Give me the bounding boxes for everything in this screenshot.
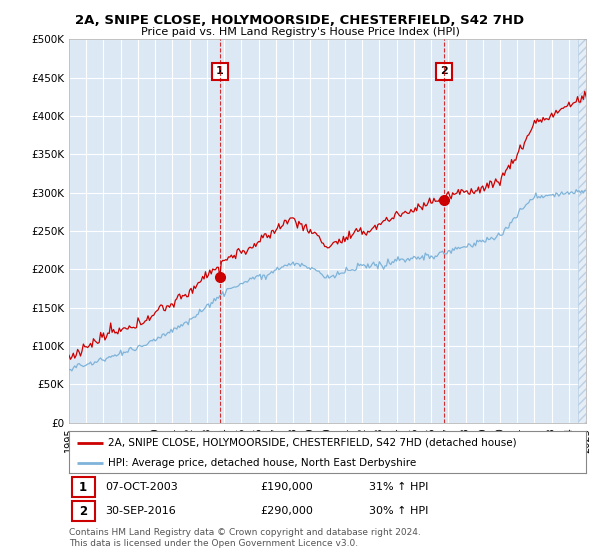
Text: 07-OCT-2003: 07-OCT-2003 xyxy=(105,482,178,492)
Bar xyxy=(71,501,95,521)
Text: 2A, SNIPE CLOSE, HOLYMOORSIDE, CHESTERFIELD, S42 7HD: 2A, SNIPE CLOSE, HOLYMOORSIDE, CHESTERFI… xyxy=(76,14,524,27)
Text: £190,000: £190,000 xyxy=(260,482,313,492)
Bar xyxy=(71,478,95,497)
Text: 1: 1 xyxy=(216,67,224,76)
Text: 1: 1 xyxy=(79,481,87,494)
Text: Price paid vs. HM Land Registry's House Price Index (HPI): Price paid vs. HM Land Registry's House … xyxy=(140,27,460,37)
Text: 2: 2 xyxy=(440,67,448,76)
Text: 31% ↑ HPI: 31% ↑ HPI xyxy=(369,482,428,492)
Text: 2A, SNIPE CLOSE, HOLYMOORSIDE, CHESTERFIELD, S42 7HD (detached house): 2A, SNIPE CLOSE, HOLYMOORSIDE, CHESTERFI… xyxy=(108,437,517,447)
Text: HPI: Average price, detached house, North East Derbyshire: HPI: Average price, detached house, Nort… xyxy=(108,458,416,468)
Text: 30-SEP-2016: 30-SEP-2016 xyxy=(105,506,176,516)
Text: Contains HM Land Registry data © Crown copyright and database right 2024.
This d: Contains HM Land Registry data © Crown c… xyxy=(69,528,421,548)
Text: 2: 2 xyxy=(79,505,87,518)
Text: 30% ↑ HPI: 30% ↑ HPI xyxy=(369,506,428,516)
Text: £290,000: £290,000 xyxy=(260,506,313,516)
